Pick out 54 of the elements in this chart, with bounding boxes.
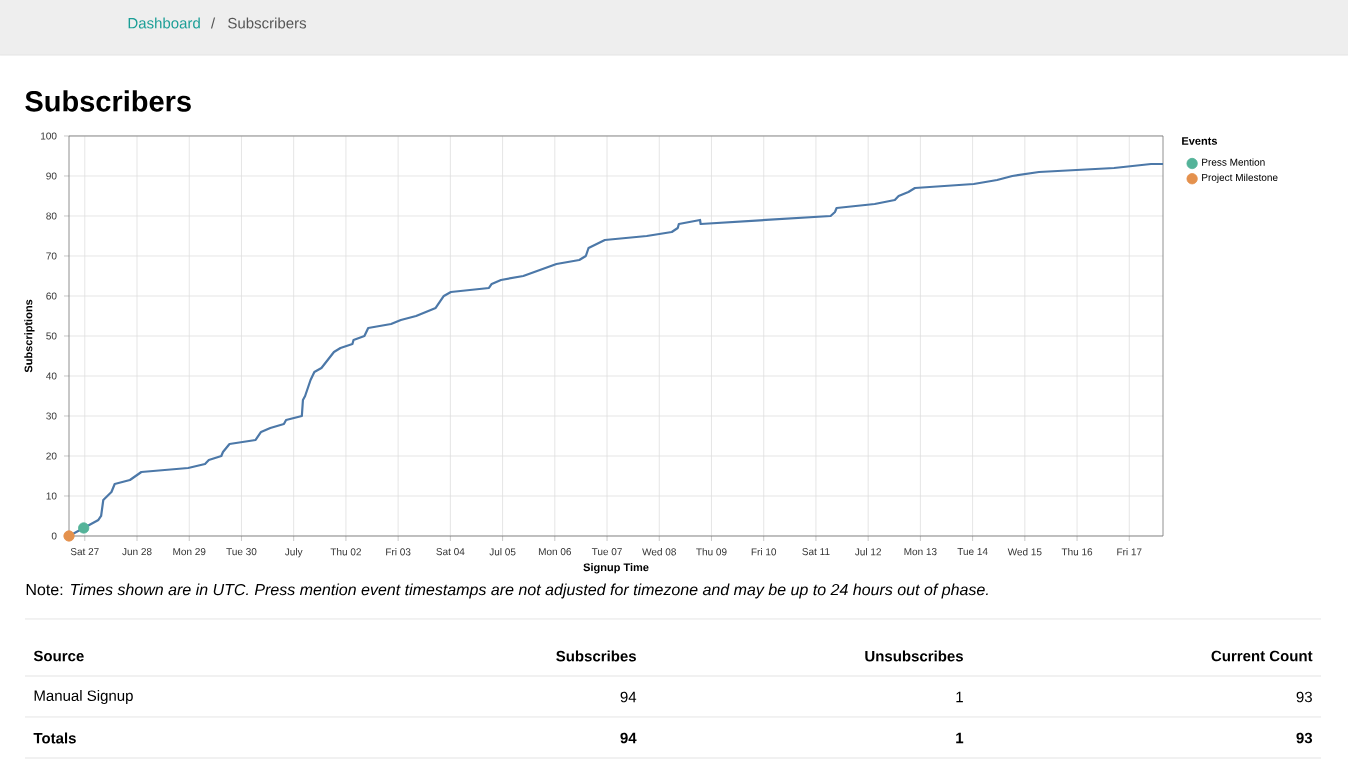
text: 1 <box>956 691 963 703</box>
x-tick-label: Tue 14 <box>957 548 988 556</box>
x-tick-label: Mon 13 <box>904 548 937 556</box>
x-tick-label: Sat 27 <box>70 548 99 556</box>
text: Manual Signup <box>34 690 133 704</box>
x-tick-label: Wed 08 <box>642 548 676 556</box>
y-tick-label: 70 <box>46 252 57 260</box>
y-tick-label: 0 <box>51 532 57 540</box>
x-tick-label: Fri 17 <box>1117 548 1142 556</box>
x-tick-label: Fri 10 <box>751 548 777 556</box>
y-tick-label: 20 <box>46 452 57 460</box>
text: 94 <box>620 691 637 703</box>
text: 1 <box>956 732 964 744</box>
x-tick-label: Tue 07 <box>591 548 622 556</box>
x-tick-label: Sat 11 <box>802 548 830 556</box>
y-tick-label: 40 <box>46 372 57 380</box>
text: Source <box>33 650 84 662</box>
text: Note: Times shown are in UTC. Press mention event timestamps are not adjusted for timezone and may be up to 24 hours out of phase. <box>26 583 988 599</box>
x-tick-label: July <box>284 548 303 558</box>
x-tick-label: Thu 09 <box>696 548 727 556</box>
x-tick-label: Fri 03 <box>386 548 411 556</box>
legend-label: Project Milestone <box>1202 173 1278 183</box>
x-tick-label: Mon 29 <box>173 548 206 556</box>
y-axis-title: Subscriptions <box>24 299 35 373</box>
text: Dashboard <box>128 17 200 29</box>
x-tick-label: Tue 30 <box>226 548 257 556</box>
x-tick-label: Thu 16 <box>1061 548 1093 556</box>
y-tick-label: 30 <box>46 412 57 420</box>
text: 93 <box>1296 691 1312 703</box>
x-tick-label: Thu 02 <box>330 548 361 556</box>
x-tick-label: Mon 06 <box>538 548 572 556</box>
y-tick-label: 100 <box>41 132 57 140</box>
y-tick-label: 80 <box>46 212 57 220</box>
text: 94 <box>620 732 637 744</box>
text: Unsubscribes <box>865 650 963 662</box>
text: Totals <box>33 732 76 744</box>
legend-title: Events <box>1182 137 1218 145</box>
text: 93 <box>1296 732 1313 744</box>
x-tick-label: Jul 05 <box>489 548 516 556</box>
y-tick-label: 90 <box>46 172 57 180</box>
text: Current Count <box>1211 650 1313 662</box>
x-tick-label: Sat 04 <box>436 548 465 556</box>
legend-label: Press Mention <box>1202 158 1265 166</box>
text: / <box>210 17 216 29</box>
text: Subscribes <box>556 650 636 662</box>
x-tick-label: Jul 12 <box>854 548 881 556</box>
y-tick-label: 60 <box>46 292 57 300</box>
y-tick-label: 50 <box>46 332 57 340</box>
x-tick-label: Wed 15 <box>1007 548 1042 556</box>
y-tick-label: 10 <box>46 492 57 500</box>
x-tick-label: Jun 28 <box>122 548 152 556</box>
chart-title: Subscribers <box>25 90 191 112</box>
x-axis-title: Signup Time <box>583 563 649 574</box>
text: Subscribers <box>228 17 307 29</box>
